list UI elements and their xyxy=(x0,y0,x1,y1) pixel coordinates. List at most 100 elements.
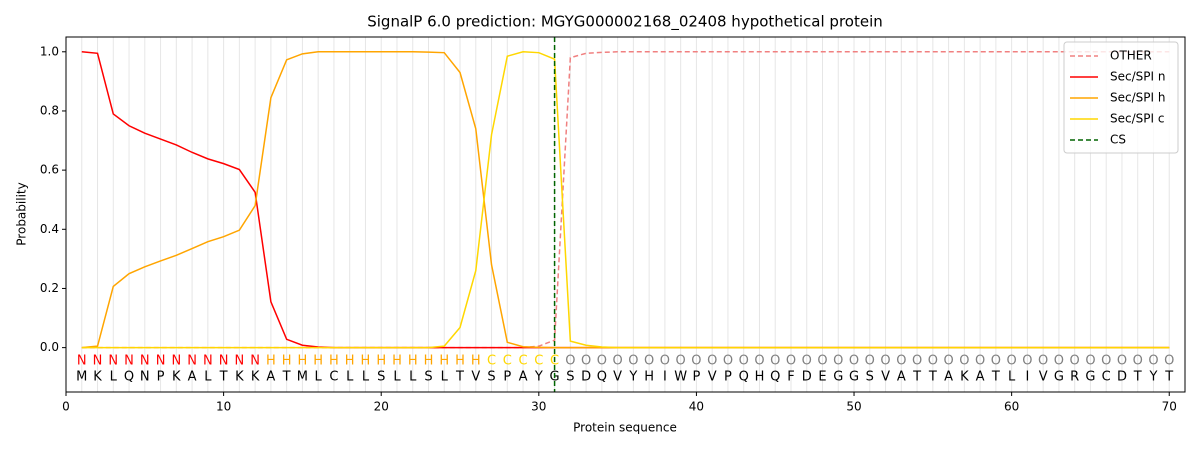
sequence-letter: C xyxy=(329,370,338,385)
sequence-letter: D xyxy=(1117,370,1127,385)
sequence-letter: G xyxy=(833,370,843,385)
x-tick-label: 10 xyxy=(216,400,231,414)
sequence-letter: T xyxy=(219,370,228,385)
region-label: O xyxy=(707,354,717,369)
sequence-letter: T xyxy=(282,370,291,385)
region-label: N xyxy=(219,354,229,369)
sequence-letter: L xyxy=(110,370,118,385)
sequence-letter: D xyxy=(802,370,812,385)
region-label: N xyxy=(234,354,244,369)
sequence-letter: V xyxy=(881,370,890,385)
region-label: O xyxy=(691,354,701,369)
region-label: N xyxy=(203,354,213,369)
sequence-letter: M xyxy=(76,370,87,385)
sequence-letter: K xyxy=(172,370,181,385)
sequence-letter: G xyxy=(550,370,560,385)
region-label: O xyxy=(1101,354,1111,369)
sequence-letter: K xyxy=(960,370,969,385)
x-tick-label: 50 xyxy=(846,400,861,414)
legend-label: Sec/SPI c xyxy=(1110,112,1164,126)
legend-label: Sec/SPI h xyxy=(1110,91,1165,105)
region-label: N xyxy=(156,354,166,369)
sequence-letter: L xyxy=(346,370,354,385)
sequence-letter: Q xyxy=(597,370,607,385)
region-label: C xyxy=(534,354,543,369)
region-label: H xyxy=(392,354,402,369)
region-label: H xyxy=(471,354,481,369)
region-label: O xyxy=(849,354,859,369)
sequence-letter: Q xyxy=(770,370,780,385)
region-label: O xyxy=(754,354,764,369)
sequence-letter: V xyxy=(708,370,717,385)
sequence-letter: G xyxy=(1054,370,1064,385)
sequence-letter: Y xyxy=(534,370,543,385)
region-label: O xyxy=(817,354,827,369)
sequence-letter: A xyxy=(188,370,197,385)
sequence-letter: S xyxy=(487,370,495,385)
region-label: O xyxy=(1022,354,1032,369)
region-label: O xyxy=(1148,354,1158,369)
legend: OTHER Sec/SPI n Sec/SPI h Sec/SPI c CS xyxy=(1063,41,1179,154)
sequence-letter: G xyxy=(1085,370,1095,385)
sequence-letter: L xyxy=(393,370,401,385)
region-label: O xyxy=(991,354,1001,369)
region-label: C xyxy=(503,354,512,369)
region-label: H xyxy=(345,354,355,369)
sequence-letter: I xyxy=(663,370,667,385)
region-label: O xyxy=(613,354,623,369)
y-tick-label: 0.4 xyxy=(40,222,59,236)
region-label: O xyxy=(723,354,733,369)
sequence-letter: T xyxy=(991,370,1000,385)
region-label: O xyxy=(1133,354,1143,369)
sequence-letter: Y xyxy=(628,370,637,385)
sequence-letter: L xyxy=(204,370,212,385)
y-axis-label: Probability xyxy=(15,182,29,245)
region-label: H xyxy=(361,354,371,369)
sequence-letter: S xyxy=(566,370,574,385)
region-label: H xyxy=(376,354,386,369)
region-label: C xyxy=(550,354,559,369)
legend-label: OTHER xyxy=(1110,49,1152,63)
region-label: C xyxy=(519,354,528,369)
sequence-letter: P xyxy=(724,370,732,385)
sequence-letter: S xyxy=(424,370,432,385)
sequence-letter: H xyxy=(644,370,654,385)
sequence-letter: K xyxy=(235,370,244,385)
sequence-letter: P xyxy=(503,370,511,385)
series-line xyxy=(81,51,1170,349)
region-label: N xyxy=(250,354,260,369)
region-label: O xyxy=(802,354,812,369)
sequence-letter: F xyxy=(787,370,794,385)
x-tick-label: 30 xyxy=(531,400,546,414)
sequence-letter: A xyxy=(519,370,528,385)
sequence-letter: Y xyxy=(1149,370,1158,385)
region-label: H xyxy=(455,354,465,369)
region-label: O xyxy=(833,354,843,369)
sequence-letter: L xyxy=(441,370,449,385)
sequence-letter: L xyxy=(1008,370,1016,385)
region-label: O xyxy=(880,354,890,369)
legend-label: CS xyxy=(1110,133,1126,147)
region-label: O xyxy=(896,354,906,369)
region-label: H xyxy=(313,354,323,369)
legend-label: Sec/SPI n xyxy=(1110,70,1165,84)
x-tick-label: 60 xyxy=(1004,400,1019,414)
region-label: O xyxy=(959,354,969,369)
region-label: O xyxy=(1070,354,1080,369)
region-label: N xyxy=(93,354,103,369)
region-label: H xyxy=(329,354,339,369)
sequence-letter: H xyxy=(755,370,765,385)
x-tick-label: 40 xyxy=(689,400,704,414)
y-tick-label: 0.8 xyxy=(40,103,59,117)
y-tick-label: 0.0 xyxy=(40,340,59,354)
region-label: O xyxy=(597,354,607,369)
region-label: H xyxy=(266,354,276,369)
sequence-letter: A xyxy=(266,370,275,385)
sequence-letter: D xyxy=(581,370,591,385)
y-tick-label: 1.0 xyxy=(40,44,59,58)
sequence-letter: V xyxy=(471,370,480,385)
sequence-letter: W xyxy=(674,370,687,385)
x-axis-label: Protein sequence xyxy=(573,421,677,435)
region-label: O xyxy=(1117,354,1127,369)
